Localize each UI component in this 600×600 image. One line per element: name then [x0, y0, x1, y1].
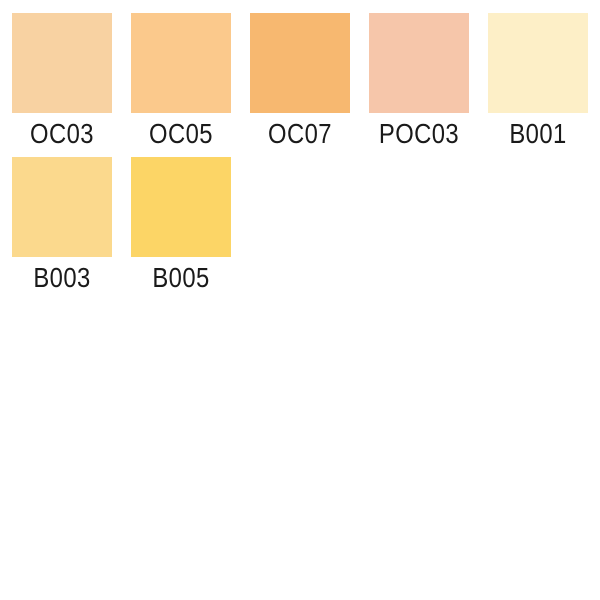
- color-swatch-b003: [12, 157, 112, 257]
- swatch-cell-oc07: OC07: [250, 13, 350, 157]
- color-swatch-poc03: [369, 13, 469, 113]
- swatch-cell-b003: B003: [12, 157, 112, 301]
- swatch-label-b005: B005: [152, 262, 210, 293]
- swatch-label-oc05: OC05: [149, 118, 213, 149]
- swatch-label-b001: B001: [509, 118, 567, 149]
- swatch-cell-b001: B001: [488, 13, 588, 157]
- swatch-label-oc03: OC03: [30, 118, 94, 149]
- color-swatch-grid: OC03 OC05 OC07 POC03 B001 B003 B005: [0, 0, 595, 301]
- color-swatch-oc05: [131, 13, 231, 113]
- color-swatch-oc07: [250, 13, 350, 113]
- swatch-cell-poc03: POC03: [369, 13, 469, 157]
- color-swatch-b001: [488, 13, 588, 113]
- swatch-cell-oc05: OC05: [131, 13, 231, 157]
- swatch-label-oc07: OC07: [268, 118, 332, 149]
- color-swatch-b005: [131, 157, 231, 257]
- swatch-cell-b005: B005: [131, 157, 231, 301]
- swatch-cell-oc03: OC03: [12, 13, 112, 157]
- swatch-label-poc03: POC03: [378, 118, 460, 149]
- swatch-label-b003: B003: [33, 262, 91, 293]
- color-swatch-oc03: [12, 13, 112, 113]
